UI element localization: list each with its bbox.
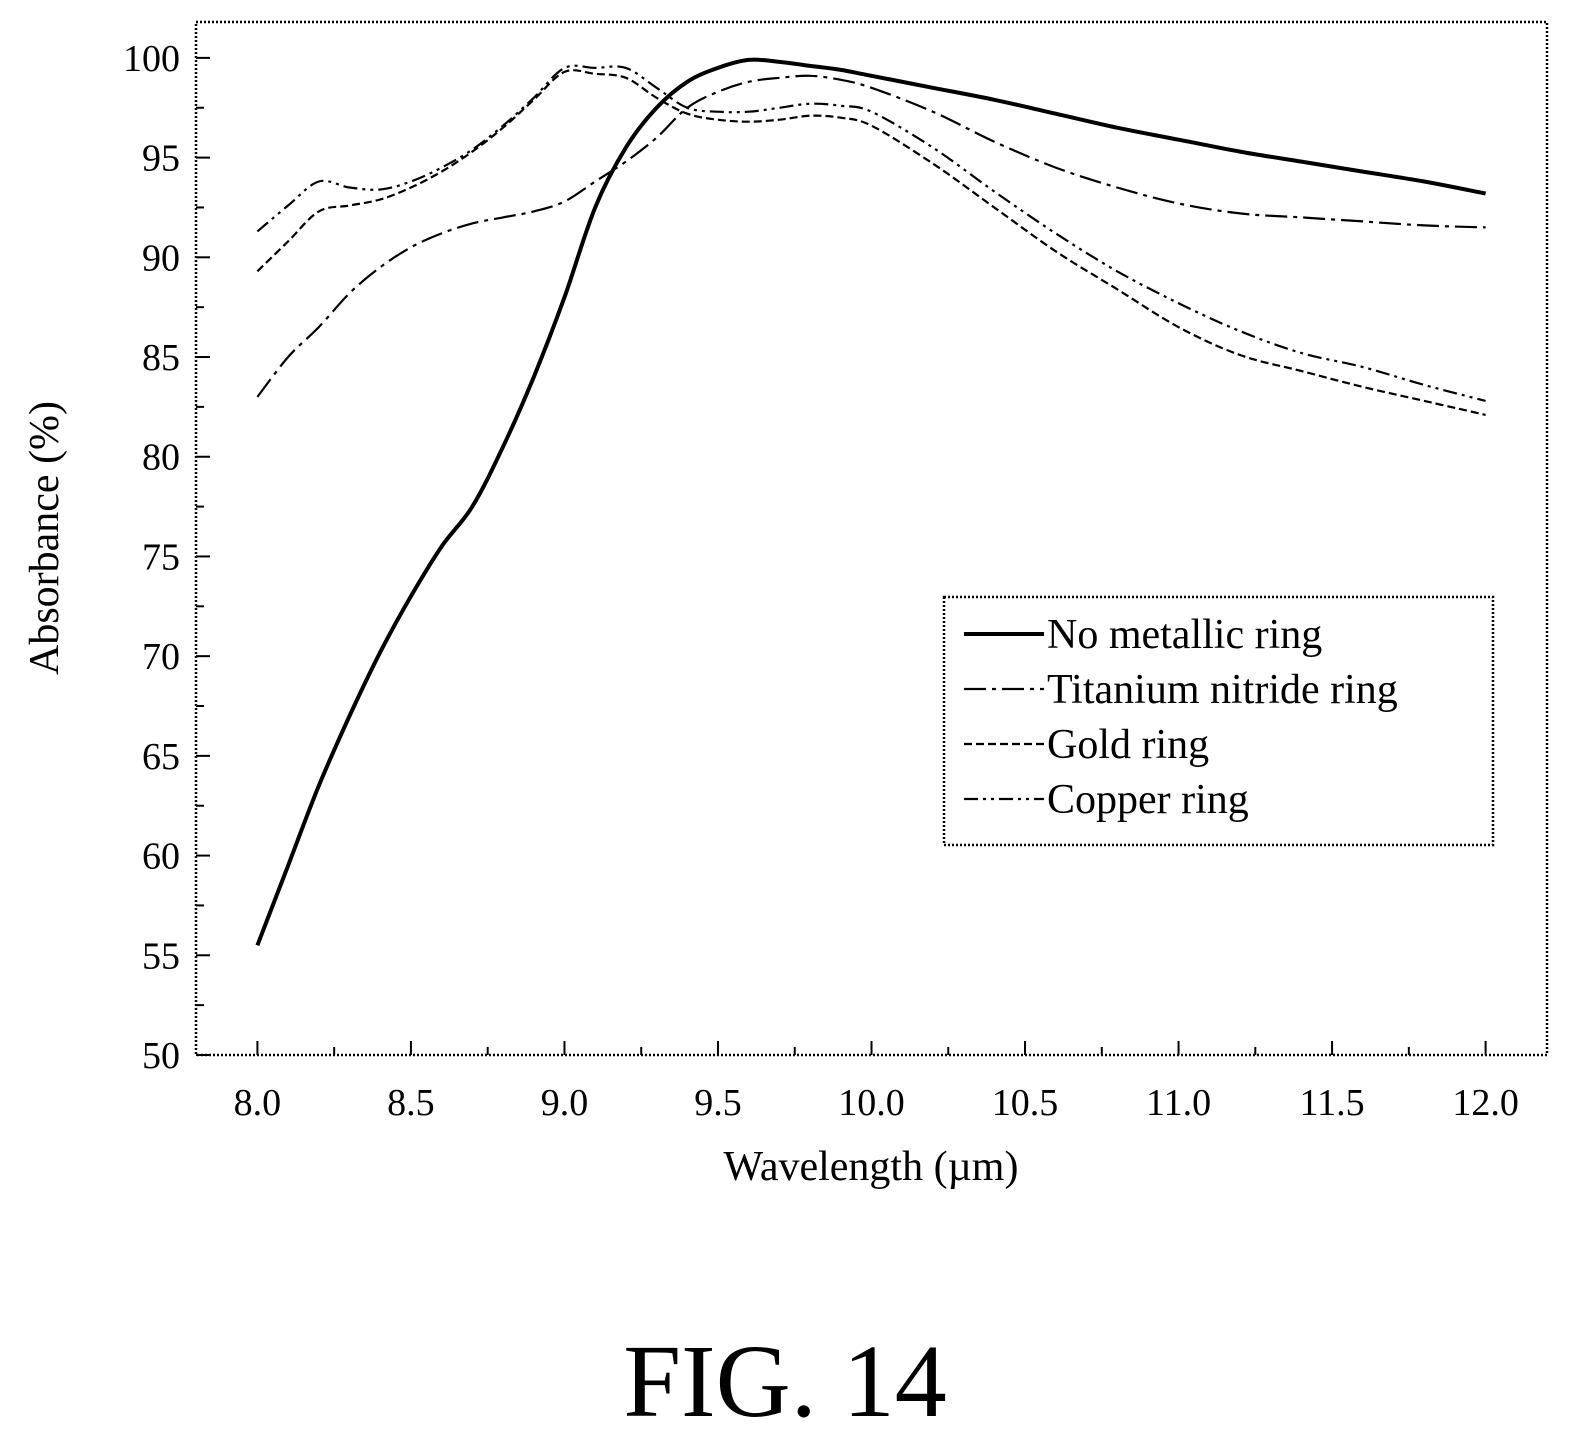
x-tick-label: 8.5 bbox=[387, 1082, 435, 1124]
legend-label-gold-ring: Gold ring bbox=[1047, 722, 1209, 768]
y-tick-label: 60 bbox=[142, 836, 180, 878]
x-tick-label: 10.5 bbox=[992, 1082, 1059, 1124]
x-axis-ticks: 8.0 8.5 9.0 9.5 10.0 10.5 11.0 11.5 12.0 bbox=[234, 1041, 1519, 1124]
y-tick-label: 85 bbox=[142, 337, 180, 379]
y-tick-label: 90 bbox=[142, 237, 180, 279]
y-tick-label: 70 bbox=[142, 636, 180, 678]
y-tick-label: 75 bbox=[142, 536, 180, 578]
series-line-gold-ring bbox=[256, 69, 1486, 416]
x-tick-label: 9.0 bbox=[541, 1082, 589, 1124]
legend: No metallic ring Titanium nitride ring Gol… bbox=[942, 595, 1495, 847]
series-layer bbox=[255, 57, 1486, 947]
x-axis-title: Wavelength (µm) bbox=[724, 1144, 1019, 1190]
x-tick-label: 9.5 bbox=[694, 1082, 742, 1124]
legend-entries: No metallic ring Titanium nitride ring Gol… bbox=[964, 612, 1398, 823]
x-tick-label: 12.0 bbox=[1452, 1082, 1519, 1124]
x-tick-label: 8.0 bbox=[234, 1082, 282, 1124]
y-tick-label: 95 bbox=[142, 138, 180, 180]
x-tick-label: 11.5 bbox=[1300, 1082, 1365, 1124]
y-axis-title: Absorbance (%) bbox=[22, 401, 68, 675]
legend-label-copper-ring: Copper ring bbox=[1047, 777, 1249, 823]
y-tick-label: 100 bbox=[123, 38, 180, 80]
y-tick-label: 55 bbox=[142, 935, 180, 977]
legend-label-titanium-nitride-ring: Titanium nitride ring bbox=[1047, 667, 1398, 713]
figure-caption: FIG. 14 bbox=[623, 1324, 947, 1439]
y-axis-ticks: 50 55 60 65 70 75 80 85 90 95 100 bbox=[123, 38, 210, 1077]
y-tick-label: 50 bbox=[142, 1035, 180, 1077]
series-line-no-metallic-ring bbox=[255, 57, 1486, 947]
legend-label-no-metallic-ring: No metallic ring bbox=[1047, 612, 1322, 658]
y-tick-label: 65 bbox=[142, 736, 180, 778]
plot-frame bbox=[194, 20, 1549, 1057]
legend-box bbox=[942, 595, 1495, 847]
series-line-copper-ring bbox=[256, 64, 1486, 402]
series-line-titanium-nitride-ring bbox=[256, 74, 1486, 398]
x-tick-label: 11.0 bbox=[1146, 1082, 1211, 1124]
y-tick-label: 80 bbox=[142, 437, 180, 479]
x-tick-label: 10.0 bbox=[838, 1082, 905, 1124]
